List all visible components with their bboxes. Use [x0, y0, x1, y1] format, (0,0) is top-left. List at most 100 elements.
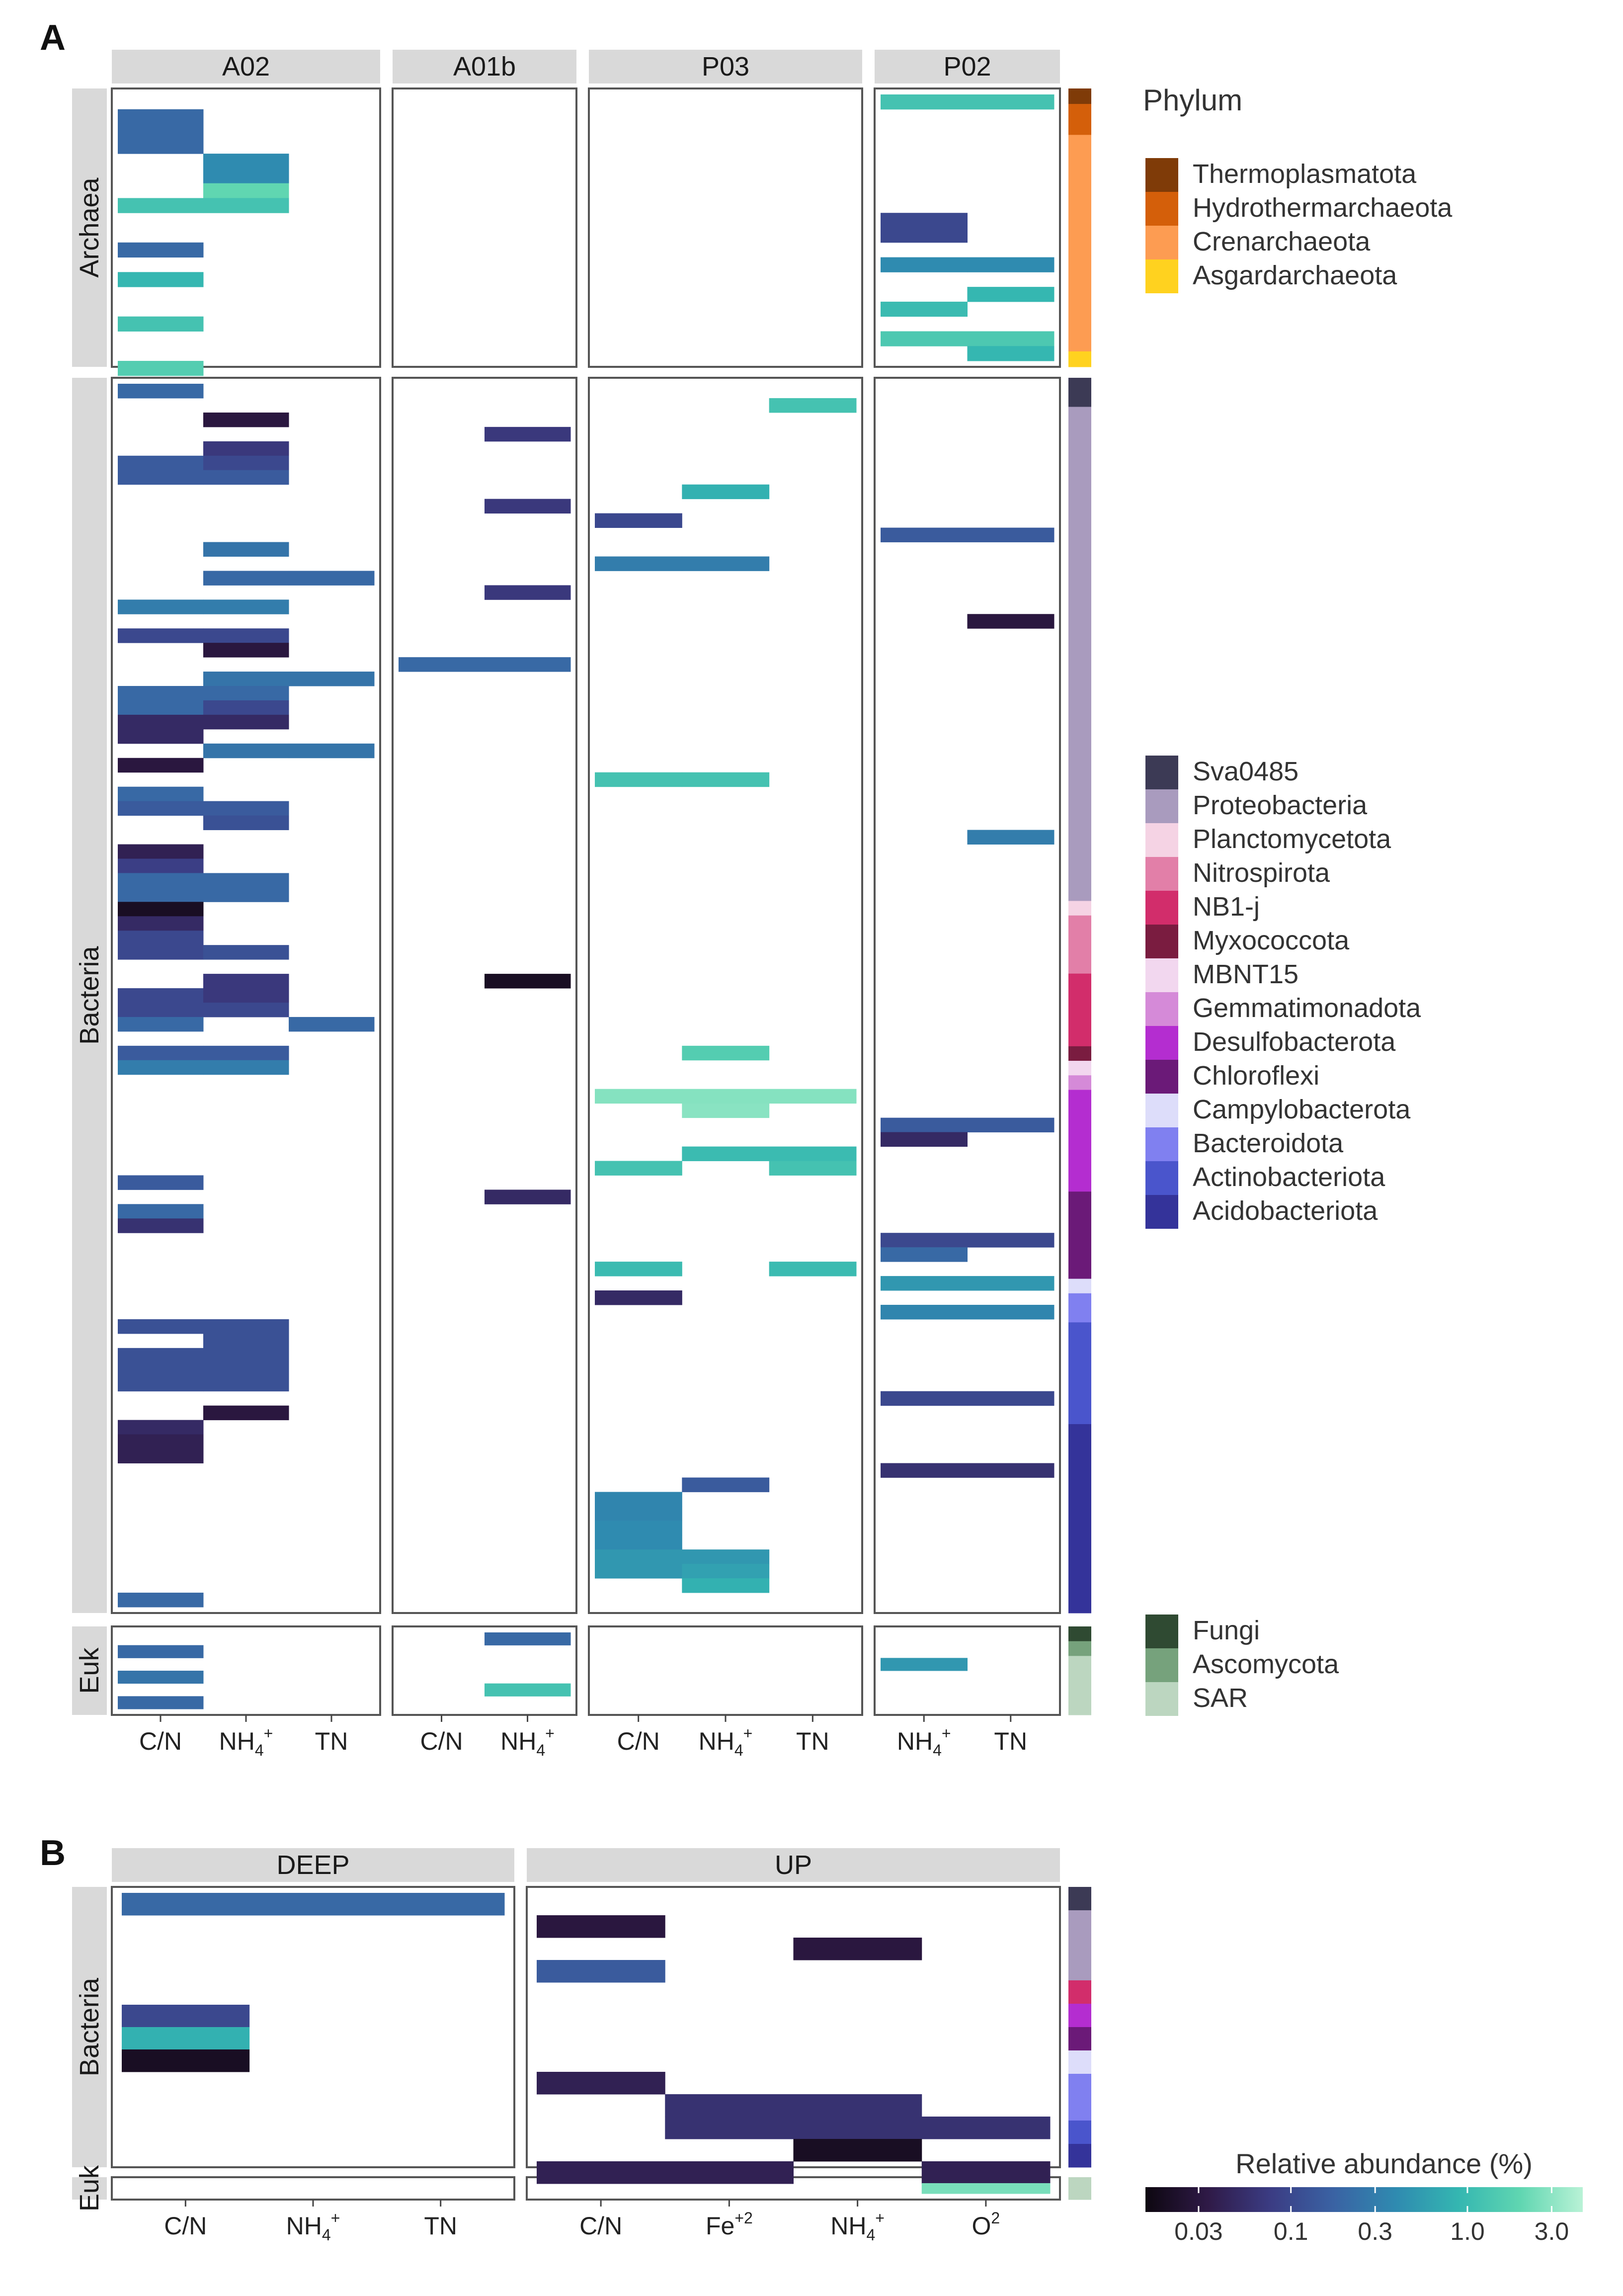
heat-cell: [118, 242, 204, 258]
heat-cell: [769, 1161, 857, 1176]
group-label-bacteria: Bacteria: [75, 1977, 104, 2076]
heat-cell: [769, 398, 857, 413]
heat-cell: [203, 945, 289, 960]
heat-cell: [118, 700, 204, 715]
heat-cell: [881, 213, 968, 228]
heat-cell: [595, 1535, 682, 1550]
heat-cell: [203, 974, 289, 989]
heat-cell: [682, 1103, 770, 1118]
heat-cell: [203, 628, 289, 643]
legend-label-campylobacterota: Campylobacterota: [1193, 1095, 1411, 1124]
legend-swatch-planctomycetota: [1145, 823, 1178, 857]
heat-cell: [118, 1645, 204, 1658]
phylum-bar-sar: [1068, 2177, 1091, 2200]
panel-a01b-bacteria: [392, 377, 577, 1614]
panel-deep-euk: [111, 2176, 515, 2201]
heat-cell: [118, 1362, 204, 1377]
facet-label-up: UP: [775, 1850, 812, 1880]
heat-cell: [967, 1276, 1055, 1291]
heat-cell: [203, 743, 289, 759]
legend-label-chloroflexi: Chloroflexi: [1193, 1061, 1319, 1091]
heat-cell: [203, 873, 289, 888]
x-tick-label: TN: [796, 1727, 829, 1755]
heat-cell: [118, 786, 204, 802]
heat-cell: [595, 1161, 682, 1176]
heat-cell: [122, 1893, 250, 1916]
heat-cell: [203, 1376, 289, 1392]
phylum-bar-myxococcota: [1068, 1046, 1091, 1061]
legend-label-desulfobacterota: Desulfobacterota: [1193, 1027, 1396, 1057]
x-tick-label: NH4+: [286, 2209, 340, 2244]
phylum-bar-thermoplasmatota: [1068, 88, 1091, 104]
x-tick-label: C/N: [617, 1727, 660, 1755]
heat-cell: [682, 1477, 770, 1492]
heat-cell: [595, 556, 682, 571]
heat-cell: [881, 1391, 968, 1406]
legend-swatch-sva0485: [1145, 756, 1178, 789]
heat-cell: [203, 412, 289, 427]
panel-label-b: B: [40, 1833, 66, 1873]
facet-label-p03: P03: [702, 52, 749, 82]
heat-cell: [881, 257, 968, 272]
heat-cell: [203, 887, 289, 902]
legend-label-sva0485: Sva0485: [1193, 757, 1298, 786]
legend-label-proteobacteria: Proteobacteria: [1193, 790, 1368, 820]
heat-cell: [203, 1045, 289, 1061]
legend-swatch-desulfobacterota: [1145, 1026, 1178, 1060]
phylum-bar-proteobacteria: [1068, 407, 1091, 901]
legend-swatch-actinobacteriota: [1145, 1161, 1178, 1195]
legend-label-mbnt15: MBNT15: [1193, 959, 1298, 989]
legend-label-sar: SAR: [1193, 1683, 1248, 1713]
heat-cell: [118, 1204, 204, 1219]
abundance-colorbar: [1145, 2187, 1583, 2212]
heat-cell: [118, 361, 204, 376]
heat-cell: [881, 331, 968, 346]
panel-a-heatmap: A02 A01b P03 P02 Archaea Bacteria Euk C/N NH4+ TN…: [72, 50, 1091, 1759]
x-tick-label: C/N: [139, 1727, 182, 1755]
panel-p03-euk: [588, 1625, 863, 1716]
group-strip-bacteria: [72, 1887, 107, 2167]
legend-label-crenarchaeota: Crenarchaeota: [1193, 227, 1371, 256]
heat-cell: [249, 1893, 377, 1916]
heat-cell: [682, 1146, 770, 1161]
heat-cell: [118, 1045, 204, 1061]
legend-swatch-nb1-j: [1145, 891, 1178, 925]
phylum-bar-proteobacteria: [1068, 1910, 1091, 1981]
heat-cell: [203, 1060, 289, 1075]
x-tick-label: C/N: [164, 2212, 207, 2240]
heat-cell: [118, 470, 204, 485]
phylum-legend: Phylum Thermoplasmatota Hydrothermarchaeot…: [1143, 84, 1453, 1716]
heat-cell: [118, 124, 204, 139]
phylum-bar-fungi: [1068, 1626, 1091, 1642]
heat-cell: [118, 1434, 204, 1449]
heat-cell: [967, 1233, 1055, 1248]
phylum-bar-chloroflexi: [1068, 1191, 1091, 1279]
phylum-bar-nb1-j: [1068, 973, 1091, 1047]
heat-cell: [769, 1262, 857, 1276]
heat-cell: [118, 384, 204, 399]
panel-p03-archaea: [588, 87, 863, 368]
heat-cell: [118, 916, 204, 931]
colorbar-tick-label: 0.3: [1358, 2217, 1392, 2245]
heat-cell: [118, 628, 204, 643]
legend-label-asgardarchaeota: Asgardarchaeota: [1193, 260, 1397, 290]
heat-cell: [485, 657, 571, 672]
heat-cell: [881, 1132, 968, 1147]
heat-cell: [665, 2161, 794, 2184]
heat-cell: [203, 599, 289, 614]
heat-cell: [203, 441, 289, 456]
heat-cell: [967, 257, 1055, 272]
heat-cell: [118, 902, 204, 917]
panel-p02-bacteria: [874, 377, 1061, 1614]
heat-cell: [595, 1290, 682, 1305]
heat-cell: [595, 1521, 682, 1535]
legend-swatch-nitrospirota: [1145, 857, 1178, 891]
heat-cell: [289, 672, 375, 686]
phylum-bar-nb1-j: [1068, 1980, 1091, 2004]
heat-cell: [203, 470, 289, 485]
heat-cell: [682, 1578, 770, 1593]
heat-cell: [665, 2094, 794, 2117]
legend-swatch-asgardarchaeota: [1145, 259, 1178, 293]
colorbar-tick-label: 0.1: [1274, 2217, 1308, 2245]
heat-cell: [682, 556, 770, 571]
